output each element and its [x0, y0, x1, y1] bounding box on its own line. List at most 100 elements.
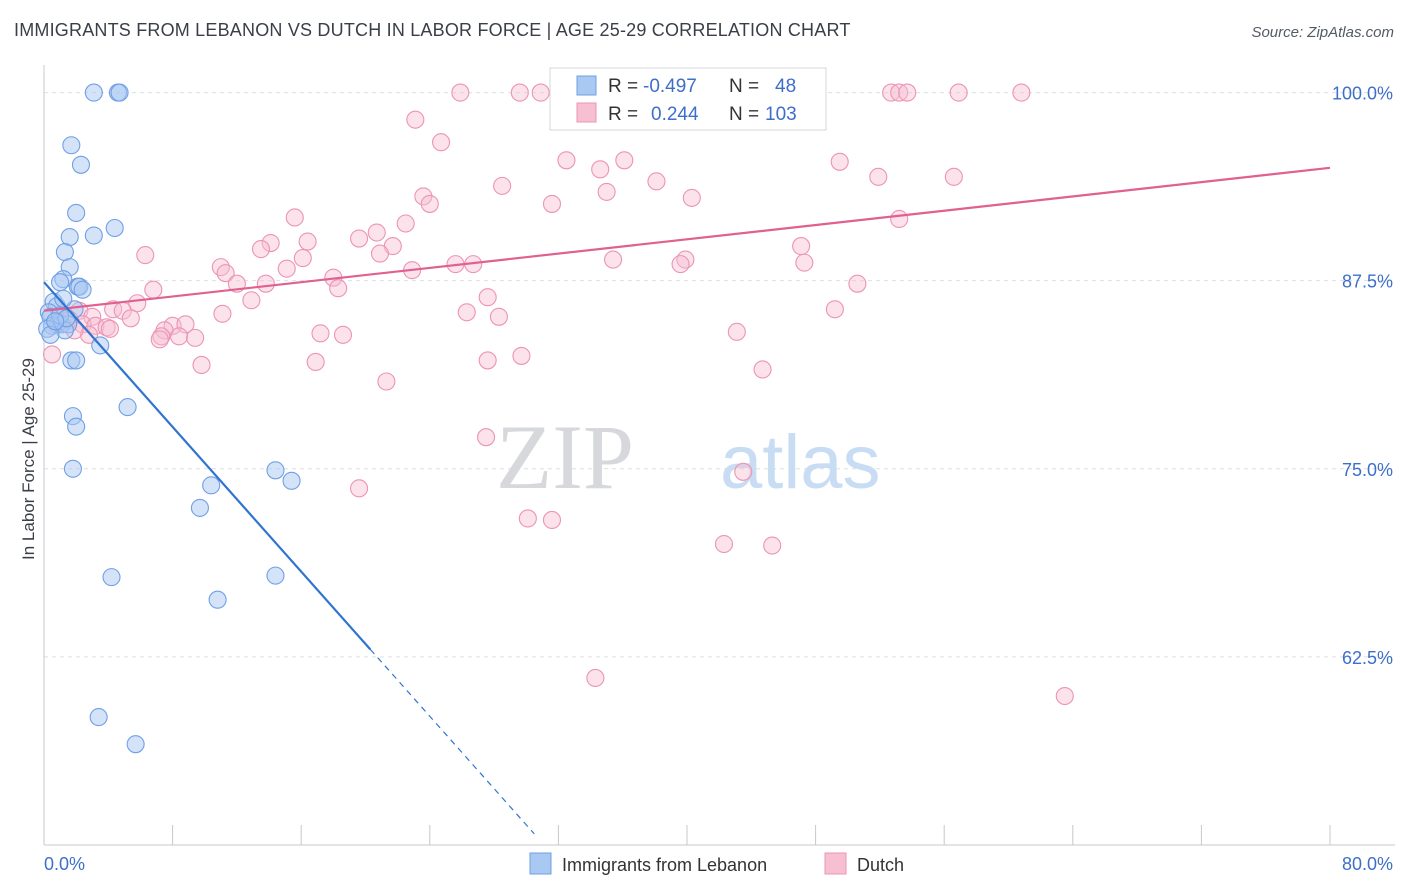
- dutch-point-33: [251, 240, 271, 259]
- dutch-point-22: [682, 188, 701, 207]
- dutch-point-89: [306, 352, 325, 371]
- lebanon-trend-extension: [369, 648, 535, 835]
- tick-labels: 62.5% 75.0% 87.5% 100.0% 0.0% 80.0%: [44, 84, 1393, 874]
- dutch-point-60: [489, 307, 508, 326]
- x-tick-label-1: 80.0%: [1342, 854, 1393, 874]
- dutch-point-66: [121, 309, 140, 328]
- dutch-point-25: [420, 194, 439, 213]
- stats-r-label-lebanon: R =: [608, 76, 638, 97]
- lebanon-point-8: [84, 226, 103, 245]
- axes: [43, 65, 1395, 846]
- stats-legend: R = -0.497 N = 48 R = 0.244 N = 103: [549, 67, 827, 131]
- lebanon-point-9: [55, 243, 74, 262]
- dutch-point-86: [42, 345, 62, 364]
- lebanon-point-5: [67, 203, 86, 223]
- lebanon-point-0: [84, 83, 103, 102]
- dutch-point-78: [186, 328, 205, 347]
- dutch-point-83: [727, 322, 746, 341]
- lebanon-point-35: [266, 461, 285, 480]
- dutch-point-96: [518, 509, 537, 528]
- dutch-point-93: [477, 428, 496, 447]
- lebanon-point-42: [126, 735, 145, 754]
- legend-swatch-lebanon: [529, 852, 552, 875]
- stats-swatch-dutch: [576, 102, 597, 123]
- dutch-point-2: [531, 83, 550, 102]
- dutch-point-32: [261, 234, 280, 253]
- dutch-point-95: [350, 479, 369, 498]
- dutch-point-58: [825, 300, 844, 319]
- dutch-point-28: [890, 209, 909, 229]
- y-tick-label-2: 87.5%: [1342, 272, 1393, 292]
- dutch-point-18: [944, 167, 963, 186]
- lebanon-point-6: [105, 218, 124, 238]
- dutch-point-70: [86, 316, 105, 335]
- dutch-point-51: [256, 274, 275, 293]
- dutch-point-53: [848, 274, 867, 293]
- dutch-point-13: [557, 151, 576, 170]
- dutch-point-44: [795, 253, 814, 272]
- dutch-point-29: [367, 223, 386, 242]
- dutch-point-52: [329, 279, 348, 298]
- lebanon-point-41: [89, 708, 108, 727]
- dutch-point-31: [298, 232, 317, 251]
- dutch-point-1: [510, 83, 529, 102]
- stats-n-value-dutch: 103: [765, 104, 797, 125]
- lebanon-point-12: [51, 273, 70, 292]
- stats-r-value-dutch: 0.244: [651, 104, 699, 125]
- dutch-point-8: [898, 83, 917, 102]
- dutch-point-82: [333, 325, 353, 344]
- series-legend: Immigrants from Lebanon Dutch: [529, 852, 904, 875]
- dutch-point-101: [1055, 686, 1074, 706]
- lebanon-points: [38, 83, 301, 754]
- lebanon-point-33: [63, 459, 82, 478]
- dutch-point-77: [169, 327, 189, 346]
- dutch-point-61: [213, 304, 232, 323]
- dutch-point-21: [597, 182, 616, 201]
- dutch-point-16: [830, 152, 849, 171]
- stats-n-value-lebanon: 48: [775, 76, 796, 97]
- lebanon-point-29: [67, 351, 86, 370]
- dutch-point-59: [457, 303, 476, 322]
- lebanon-point-7: [60, 227, 79, 247]
- dutch-point-90: [192, 355, 211, 375]
- lebanon-point-32: [67, 417, 86, 436]
- dutch-point-81: [311, 324, 330, 343]
- y-tick-label-3: 100.0%: [1332, 84, 1393, 104]
- dutch-point-92: [377, 372, 396, 391]
- source-credit: Source: ZipAtlas.com: [1251, 24, 1394, 41]
- dutch-point-48: [216, 264, 235, 283]
- dutch-point-24: [542, 194, 562, 213]
- watermark-zip: ZIP: [496, 406, 634, 508]
- legend-label-lebanon: Immigrants from Lebanon: [562, 855, 767, 875]
- dutch-point-10: [1012, 83, 1031, 102]
- dutch-point-37: [293, 249, 312, 268]
- dutch-point-19: [647, 172, 666, 191]
- lebanon-point-47: [54, 289, 73, 308]
- legend-label-dutch: Dutch: [857, 855, 904, 875]
- dutch-point-27: [396, 214, 415, 233]
- dutch-point-9: [949, 83, 968, 102]
- dutch-point-62: [104, 300, 123, 319]
- dutch-point-45: [211, 258, 230, 277]
- dutch-point-94: [734, 462, 753, 481]
- lebanon-point-37: [190, 498, 209, 517]
- dutch-point-91: [753, 360, 772, 379]
- dutch-point-56: [242, 291, 261, 310]
- lebanon-point-2: [110, 83, 129, 102]
- dutch-point-38: [136, 246, 155, 265]
- y-tick-label-0: 62.5%: [1342, 648, 1393, 668]
- dutch-point-76: [152, 327, 171, 346]
- dutch-point-74: [100, 319, 119, 338]
- dutch-point-39: [604, 250, 623, 269]
- dutch-point-41: [671, 255, 690, 274]
- dutch-point-26: [285, 208, 304, 227]
- watermark: ZIP atlas: [496, 406, 881, 508]
- dutch-point-14: [615, 151, 634, 170]
- dutch-point-54: [144, 280, 163, 299]
- y-axis-label: In Labor Force | Age 25-29: [19, 358, 38, 560]
- stats-n-label-lebanon: N =: [729, 76, 759, 97]
- dutch-point-46: [277, 259, 296, 278]
- dutch-point-100: [586, 668, 605, 688]
- dutch-points: [42, 83, 1074, 706]
- legend-swatch-dutch: [824, 852, 847, 875]
